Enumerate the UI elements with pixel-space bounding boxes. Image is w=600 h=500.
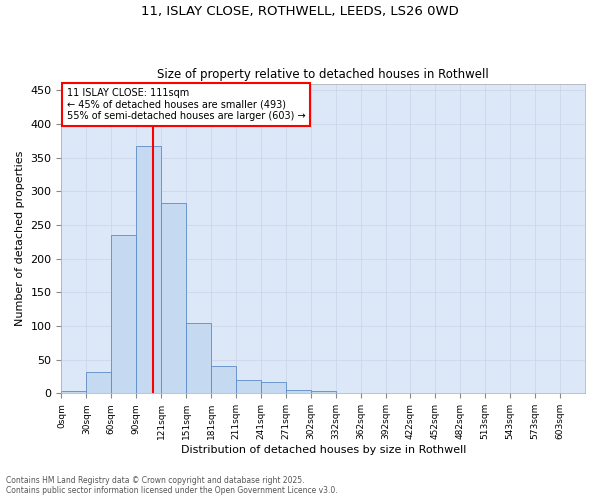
Bar bbox=[286, 390, 311, 394]
Bar bbox=[186, 322, 211, 394]
Text: 11 ISLAY CLOSE: 111sqm
← 45% of detached houses are smaller (493)
55% of semi-de: 11 ISLAY CLOSE: 111sqm ← 45% of detached… bbox=[67, 88, 305, 122]
Bar bbox=[161, 204, 186, 394]
Bar bbox=[61, 392, 86, 394]
X-axis label: Distribution of detached houses by size in Rothwell: Distribution of detached houses by size … bbox=[181, 445, 466, 455]
Bar bbox=[335, 392, 361, 394]
Title: Size of property relative to detached houses in Rothwell: Size of property relative to detached ho… bbox=[157, 68, 489, 81]
Bar bbox=[436, 392, 460, 394]
Text: Contains HM Land Registry data © Crown copyright and database right 2025.
Contai: Contains HM Land Registry data © Crown c… bbox=[6, 476, 338, 495]
Y-axis label: Number of detached properties: Number of detached properties bbox=[15, 151, 25, 326]
Bar bbox=[211, 366, 236, 394]
Bar bbox=[111, 235, 136, 394]
Bar bbox=[261, 382, 286, 394]
Bar bbox=[311, 392, 335, 394]
Bar bbox=[86, 372, 111, 394]
Text: 11, ISLAY CLOSE, ROTHWELL, LEEDS, LS26 0WD: 11, ISLAY CLOSE, ROTHWELL, LEEDS, LS26 0… bbox=[141, 5, 459, 18]
Bar bbox=[136, 146, 161, 394]
Bar bbox=[236, 380, 261, 394]
